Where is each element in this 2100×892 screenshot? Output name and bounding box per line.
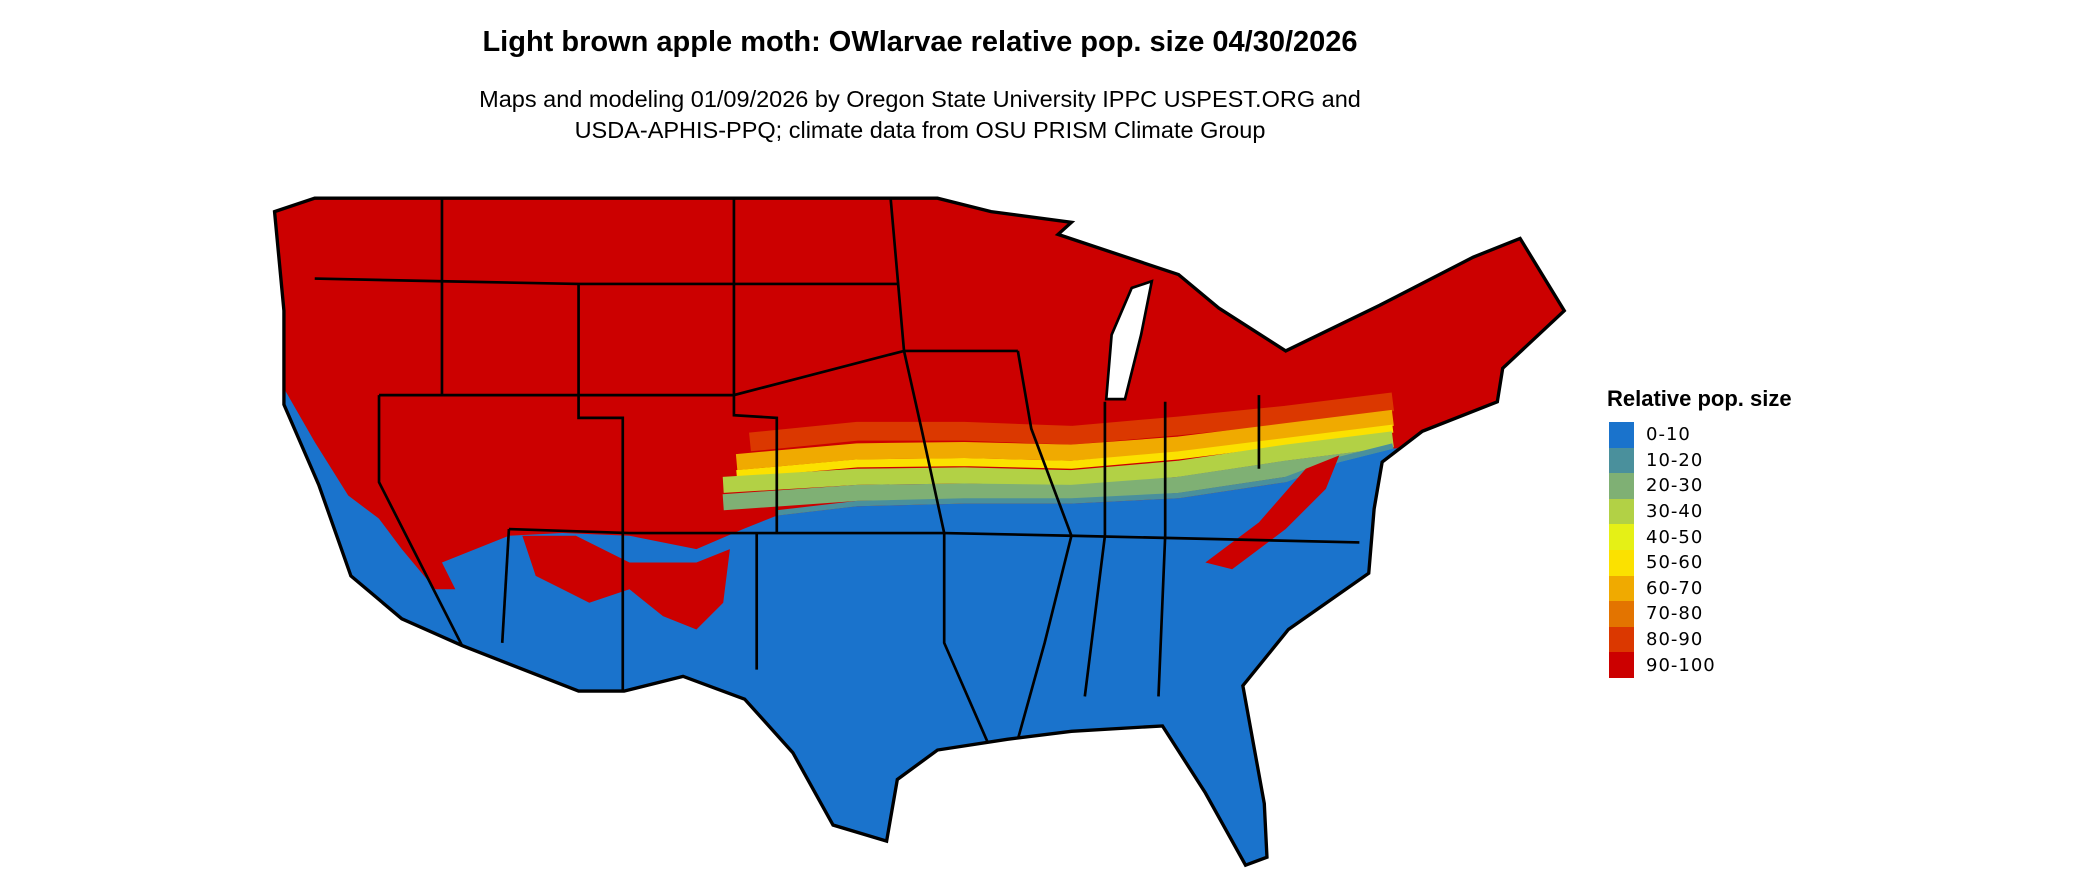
legend-label: 40-50 (1646, 526, 1704, 548)
legend-swatch (1609, 422, 1634, 448)
legend-item: 80-90 (1609, 626, 1792, 653)
state-borders (314, 198, 1360, 751)
legend-label: 70-80 (1646, 603, 1704, 625)
legend-swatch (1609, 524, 1634, 550)
sw-mountain-red (522, 535, 730, 630)
legend-item: 50-60 (1609, 549, 1792, 576)
legend-item: 20-30 (1609, 473, 1792, 499)
legend-swatch (1609, 601, 1634, 627)
legend-title: Relative pop. size (1607, 386, 1792, 411)
legend-swatch (1609, 447, 1634, 474)
legend-swatch (1609, 498, 1634, 525)
band-30-40 (722, 431, 1394, 493)
legend-label: 90-100 (1646, 654, 1716, 676)
legend-label: 30-40 (1646, 501, 1704, 523)
band-20-30 (722, 447, 1394, 511)
legend-item: 70-80 (1609, 601, 1792, 627)
legend-label: 10-20 (1646, 449, 1704, 471)
legend-label: 60-70 (1646, 577, 1704, 599)
legend-item: 30-40 (1609, 498, 1792, 525)
legend-item: 10-20 (1609, 447, 1792, 474)
legend-item: 90-100 (1609, 652, 1792, 678)
legend-label: 0-10 (1646, 424, 1691, 446)
legend-swatch (1609, 652, 1634, 678)
legend-item: 40-50 (1609, 524, 1792, 550)
legend-swatch (1609, 626, 1634, 653)
legend-label: 80-90 (1646, 629, 1704, 651)
subtitle-line: Maps and modeling 01/09/2026 by Oregon S… (479, 86, 1361, 112)
map-subtitle: Maps and modeling 01/09/2026 by Oregon S… (0, 84, 1840, 146)
legend-label: 20-30 (1646, 475, 1704, 497)
subtitle-line: USDA-APHIS-PPQ; climate data from OSU PR… (574, 117, 1266, 143)
legend-item: 60-70 (1609, 575, 1792, 602)
legend-swatch (1609, 549, 1634, 576)
legend-label: 50-60 (1646, 552, 1704, 574)
band-60-70 (735, 409, 1394, 471)
map-title: Light brown apple moth: OWlarvae relativ… (482, 26, 1358, 58)
band-80-90 (749, 392, 1395, 452)
legend-item: 0-10 (1609, 422, 1792, 448)
lake-michigan (1104, 279, 1154, 401)
band-40-60 (736, 424, 1394, 479)
legend-swatch (1609, 473, 1634, 499)
legend-swatch (1609, 575, 1634, 602)
legend: Relative pop. size 0-10 10-20 20-30 30-40 40… (1607, 386, 1792, 678)
